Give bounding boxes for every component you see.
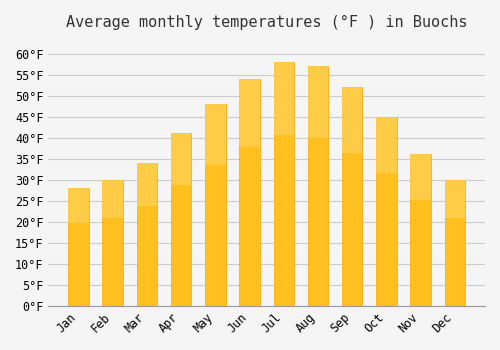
Bar [444,180,465,217]
Bar [68,188,88,223]
Bar [274,62,294,306]
Bar [171,133,192,306]
Bar [136,163,157,306]
Bar [410,154,431,200]
Bar [444,180,465,306]
Bar [308,66,328,306]
Bar [136,163,157,206]
Bar [308,66,328,138]
Bar [68,188,88,306]
Bar [376,117,396,306]
Bar [240,79,260,306]
Bar [171,133,192,185]
Bar [376,117,396,173]
Bar [240,79,260,147]
Bar [205,104,226,306]
Bar [274,62,294,135]
Bar [410,154,431,306]
Bar [342,87,362,306]
Title: Average monthly temperatures (°F ) in Buochs: Average monthly temperatures (°F ) in Bu… [66,15,468,30]
Bar [102,180,123,306]
Bar [102,180,123,217]
Bar [205,104,226,164]
Bar [342,87,362,153]
